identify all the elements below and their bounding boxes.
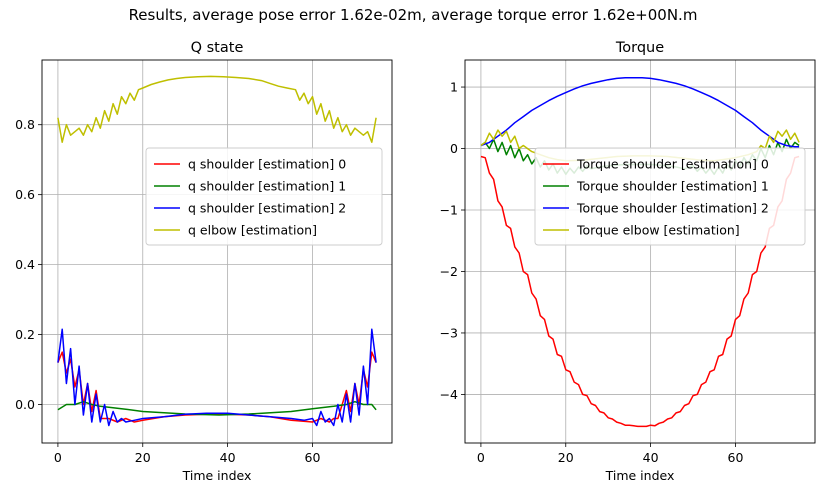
x-tick-label: 20 xyxy=(558,450,574,465)
legend-label: q shoulder [estimation] 2 xyxy=(188,201,346,216)
legend-label: q elbow [estimation] xyxy=(188,223,317,238)
legend-label: q shoulder [estimation] 1 xyxy=(188,179,346,194)
legend-box xyxy=(145,147,383,246)
axes-frame xyxy=(464,59,816,444)
x-tick-label: 40 xyxy=(643,450,659,465)
subplot-title: Q state xyxy=(191,40,244,56)
series-line-2 xyxy=(57,400,377,416)
subplot-2: 0 20 40 60 −4 −3 −2 −1 0 1 Torque Time index Torque … xyxy=(440,40,816,483)
y-tick-label: −3 xyxy=(440,325,458,340)
x-tick-label: 20 xyxy=(135,450,151,465)
y-tick-label: 0 xyxy=(450,141,458,156)
series-line-1 xyxy=(480,155,800,428)
subplot-1: 0 20 40 60 0.0 0.2 0.4 0.6 0.8 Q state Time index q… xyxy=(15,40,393,483)
y-tick-label: −4 xyxy=(440,387,458,402)
axes-frame xyxy=(41,59,393,444)
legend-label: Torque shoulder [estimation] 1 xyxy=(576,179,769,194)
legend-label: Torque shoulder [estimation] 2 xyxy=(576,201,769,216)
x-axis-label: Time index xyxy=(182,468,252,483)
subplot-title: Torque xyxy=(615,40,664,56)
y-tick-label: 0.8 xyxy=(15,117,35,132)
y-tick-label: 1 xyxy=(450,80,458,95)
legend: q shoulder [estimation] 0 q shoulder [est… xyxy=(145,147,383,246)
y-tick-label: −2 xyxy=(440,264,458,279)
figure-title: Results, average pose error 1.62e-02m, a… xyxy=(128,6,698,24)
x-tick-label: 0 xyxy=(54,450,62,465)
x-tick-label: 40 xyxy=(220,450,236,465)
y-tick-label: 0.4 xyxy=(15,257,35,272)
y-tick-label: 0.2 xyxy=(15,327,35,342)
y-tick-label: −1 xyxy=(440,203,458,218)
legend-label: Torque shoulder [estimation] 0 xyxy=(576,157,769,172)
y-tick-label: 0.6 xyxy=(15,187,35,202)
series-line-3 xyxy=(57,328,377,427)
y-tick-label: 0.0 xyxy=(15,397,35,412)
legend-box xyxy=(534,147,806,246)
legend: Torque shoulder [estimation] 0 Torque sho… xyxy=(534,147,806,246)
x-axis-label: Time index xyxy=(605,468,675,483)
legend-label: q shoulder [estimation] 0 xyxy=(188,157,346,172)
series-line-4 xyxy=(57,75,377,143)
x-tick-label: 60 xyxy=(728,450,744,465)
legend-label: Torque elbow [estimation] xyxy=(576,223,740,238)
series-line-3 xyxy=(480,77,800,148)
x-tick-label: 0 xyxy=(477,450,485,465)
x-tick-label: 60 xyxy=(305,450,321,465)
